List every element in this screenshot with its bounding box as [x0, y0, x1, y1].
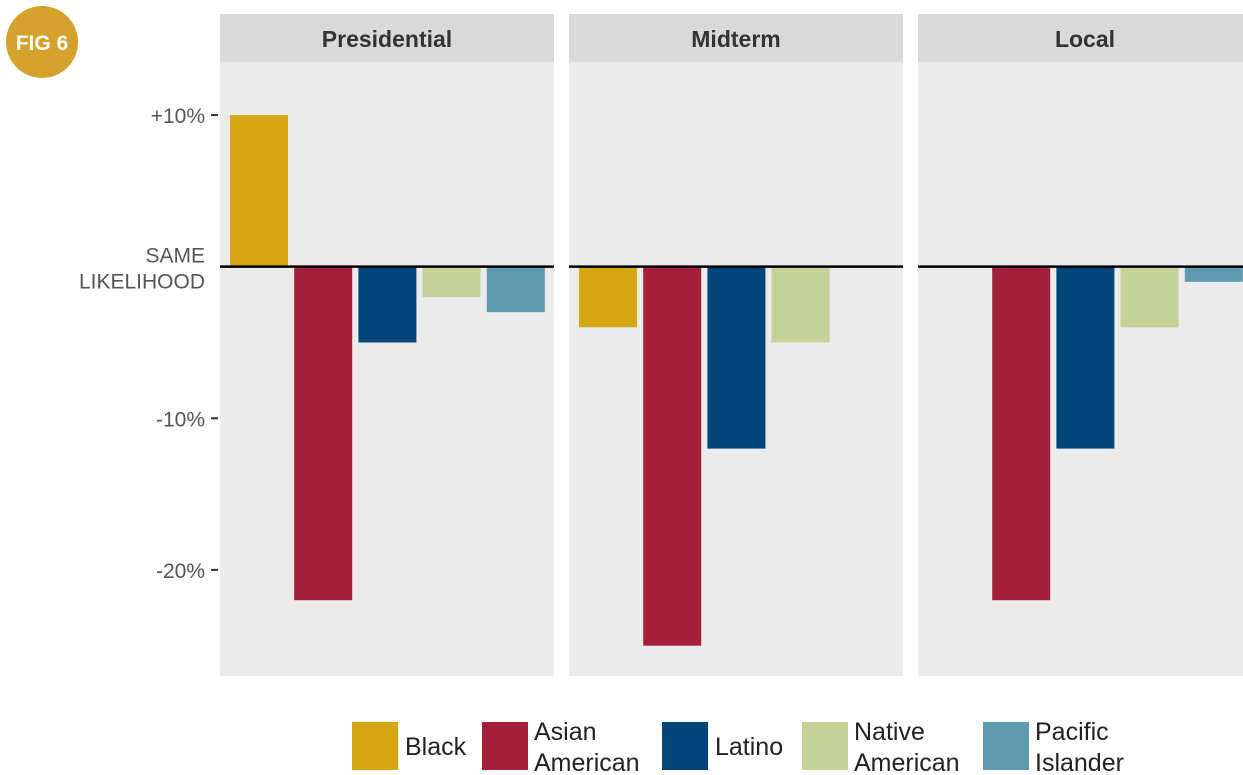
figure-badge-label: FIG 6	[16, 32, 69, 55]
legend-item-latino: Latino	[662, 722, 783, 770]
bar-pacific-islander	[486, 266, 545, 313]
facet-strip	[569, 14, 903, 62]
bar-native-american	[771, 266, 830, 343]
legend: Black Asian American Latino Native American Pa…	[352, 718, 1124, 775]
bar-latino	[1056, 266, 1115, 449]
legend-label: Pacific	[1035, 718, 1109, 746]
facet-title: Presidential	[322, 26, 452, 52]
facet-local: Local	[918, 14, 1243, 676]
bar-native-american	[1120, 266, 1179, 328]
y-axis: +10% SAME LIKELIHOOD -10% -20%	[79, 105, 218, 583]
legend-key	[482, 722, 528, 770]
facet-strip	[918, 14, 1243, 62]
figure-badge-circle	[6, 6, 78, 78]
legend-label: Black	[405, 733, 467, 761]
y-tick-label: +10%	[151, 105, 205, 128]
y-tick: -20%	[156, 560, 218, 583]
y-tick-label: LIKELIHOOD	[79, 271, 205, 294]
bar-latino	[707, 266, 766, 449]
y-tick: -10%	[156, 408, 218, 431]
legend-key	[662, 722, 708, 770]
facets: Presidential Midterm Local	[220, 14, 1243, 676]
figure-badge: FIG 6	[6, 6, 78, 78]
bar-pacific-islander	[1184, 266, 1243, 282]
bar-native-american	[422, 266, 481, 297]
legend-label: Latino	[715, 733, 783, 761]
bar-asian-american	[294, 266, 353, 601]
y-tick-label: SAME	[145, 245, 205, 268]
legend-label: American	[854, 749, 960, 775]
facet-presidential: Presidential	[220, 14, 554, 676]
facet-midterm: Midterm	[569, 14, 903, 676]
legend-item-asian-american: Asian American	[482, 718, 640, 775]
legend-item-pacific-islander: Pacific Islander	[983, 718, 1124, 775]
facet-strip	[220, 14, 554, 62]
legend-item-black: Black	[352, 722, 467, 770]
legend-label: Islander	[1035, 749, 1124, 775]
legend-item-native-american: Native American	[802, 718, 960, 775]
bar-asian-american	[992, 266, 1051, 601]
y-tick-label: -10%	[156, 408, 205, 431]
legend-key	[352, 722, 398, 770]
y-tick: SAME LIKELIHOOD	[79, 245, 205, 294]
y-tick-label: -20%	[156, 560, 205, 583]
facet-title: Local	[1055, 26, 1115, 52]
legend-key	[983, 722, 1029, 770]
legend-label: Native	[854, 718, 925, 746]
bar-black	[579, 266, 637, 328]
legend-label: American	[534, 749, 640, 775]
legend-key	[802, 722, 848, 770]
facet-title: Midterm	[691, 26, 780, 52]
bar-black	[230, 115, 288, 267]
y-tick: +10%	[151, 105, 218, 128]
legend-label: Asian	[534, 718, 597, 746]
bar-latino	[358, 266, 417, 343]
bar-asian-american	[643, 266, 702, 646]
